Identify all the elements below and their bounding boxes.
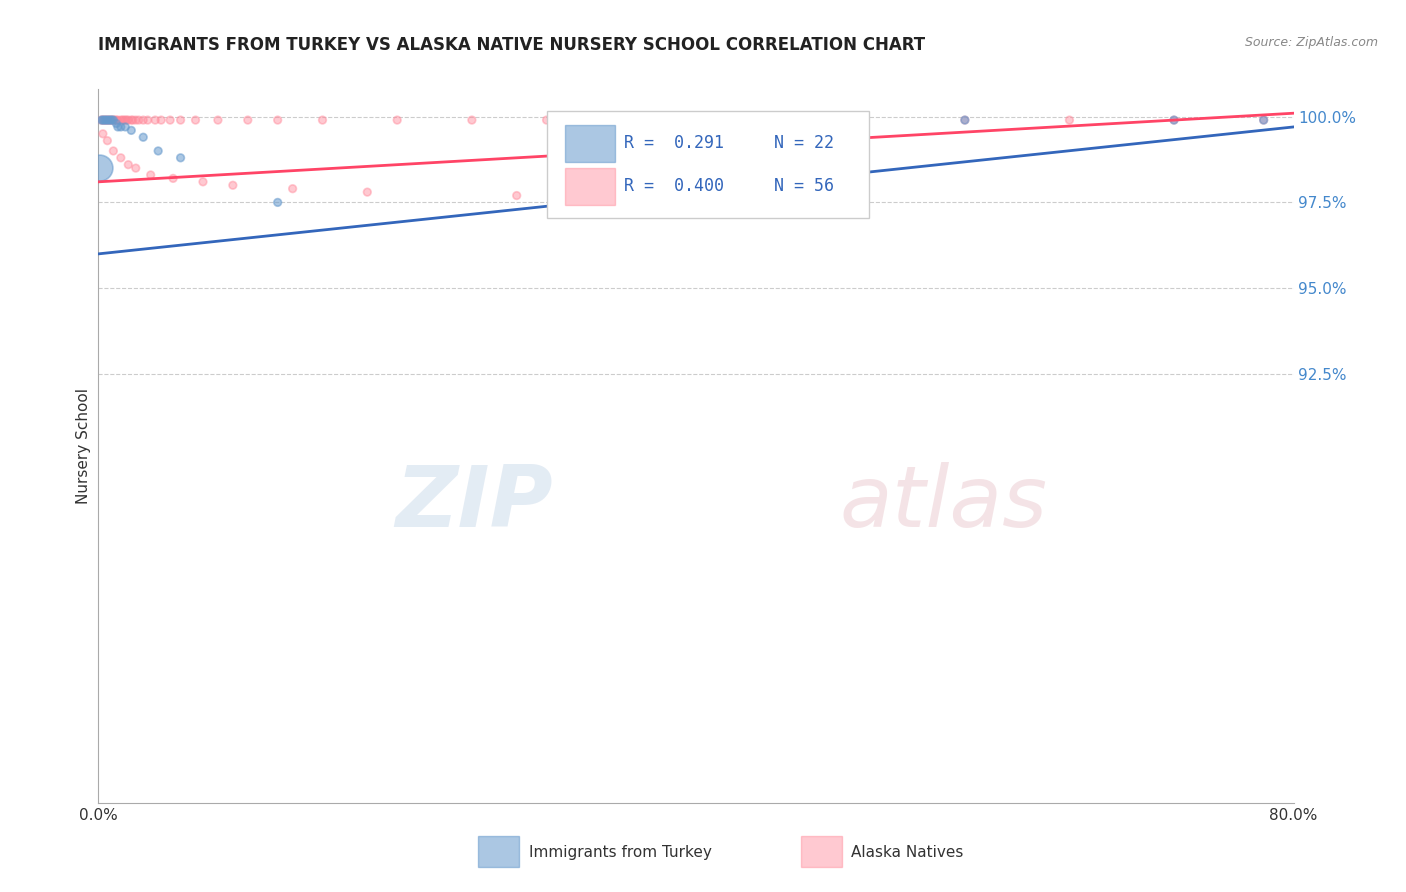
Point xyxy=(104,113,127,128)
Point xyxy=(110,120,132,134)
Point xyxy=(93,113,115,128)
Point xyxy=(105,116,128,130)
Point xyxy=(94,113,117,128)
Point xyxy=(121,113,143,128)
Point xyxy=(105,113,128,128)
Point xyxy=(93,113,115,128)
Text: atlas: atlas xyxy=(839,461,1047,545)
Point xyxy=(1163,113,1185,128)
Point xyxy=(834,113,856,128)
Point xyxy=(117,158,139,172)
Point xyxy=(114,113,136,128)
Point xyxy=(159,113,181,128)
Text: Source: ZipAtlas.com: Source: ZipAtlas.com xyxy=(1244,36,1378,49)
Point xyxy=(169,151,191,165)
Point xyxy=(184,113,207,128)
Point xyxy=(117,113,139,128)
Point xyxy=(207,113,229,128)
Point xyxy=(103,144,125,158)
Point xyxy=(94,113,117,128)
Text: R =  0.291     N = 22: R = 0.291 N = 22 xyxy=(624,135,834,153)
Point xyxy=(90,113,112,128)
Point xyxy=(91,127,114,141)
Point xyxy=(96,113,118,128)
Point xyxy=(150,113,173,128)
Point xyxy=(107,120,129,134)
Point xyxy=(125,113,148,128)
Point xyxy=(98,113,122,128)
Point xyxy=(461,113,484,128)
Point xyxy=(1253,113,1275,128)
Point xyxy=(96,134,118,148)
Text: R =  0.400     N = 56: R = 0.400 N = 56 xyxy=(624,178,834,195)
Point xyxy=(103,113,125,128)
Point xyxy=(236,113,259,128)
Point xyxy=(96,113,118,128)
Point xyxy=(114,120,136,134)
Point xyxy=(169,113,191,128)
FancyBboxPatch shape xyxy=(478,836,519,867)
Point xyxy=(101,113,124,128)
Point xyxy=(385,113,409,128)
Point xyxy=(222,178,245,193)
Point xyxy=(91,113,114,128)
Point xyxy=(191,175,214,189)
Point xyxy=(953,113,976,128)
Point xyxy=(132,113,155,128)
Point xyxy=(506,188,529,202)
Point xyxy=(162,171,184,186)
Text: Immigrants from Turkey: Immigrants from Turkey xyxy=(529,846,711,860)
Point xyxy=(89,161,111,175)
Point xyxy=(536,113,558,128)
Y-axis label: Nursery School: Nursery School xyxy=(76,388,91,504)
Point xyxy=(112,113,135,128)
Point xyxy=(103,113,125,128)
Point xyxy=(281,182,304,196)
Point xyxy=(267,113,290,128)
Point xyxy=(685,113,707,128)
Point xyxy=(1163,113,1185,128)
FancyBboxPatch shape xyxy=(565,125,614,162)
Point xyxy=(132,130,155,145)
Point xyxy=(120,123,142,137)
Point xyxy=(97,113,120,128)
Point xyxy=(953,113,976,128)
Point xyxy=(101,113,124,128)
Point xyxy=(143,113,166,128)
Point xyxy=(97,113,120,128)
Point xyxy=(110,113,132,128)
FancyBboxPatch shape xyxy=(801,836,842,867)
Text: ZIP: ZIP xyxy=(395,461,553,545)
Point xyxy=(356,185,378,199)
Point xyxy=(610,113,633,128)
Point xyxy=(110,151,132,165)
Point xyxy=(111,113,134,128)
Text: Alaska Natives: Alaska Natives xyxy=(852,846,963,860)
Point xyxy=(267,195,290,210)
Point xyxy=(125,161,148,175)
Point xyxy=(311,113,333,128)
FancyBboxPatch shape xyxy=(547,111,869,218)
Point xyxy=(98,113,122,128)
Point xyxy=(91,113,114,128)
Text: IMMIGRANTS FROM TURKEY VS ALASKA NATIVE NURSERY SCHOOL CORRELATION CHART: IMMIGRANTS FROM TURKEY VS ALASKA NATIVE … xyxy=(98,36,925,54)
Point xyxy=(115,113,138,128)
Point xyxy=(1059,113,1081,128)
Point xyxy=(90,113,112,128)
Point xyxy=(136,113,159,128)
Point xyxy=(120,113,142,128)
Point xyxy=(128,113,150,128)
FancyBboxPatch shape xyxy=(565,168,614,205)
Point xyxy=(148,144,170,158)
Point xyxy=(1253,113,1275,128)
Point xyxy=(107,113,129,128)
Point xyxy=(139,168,162,182)
